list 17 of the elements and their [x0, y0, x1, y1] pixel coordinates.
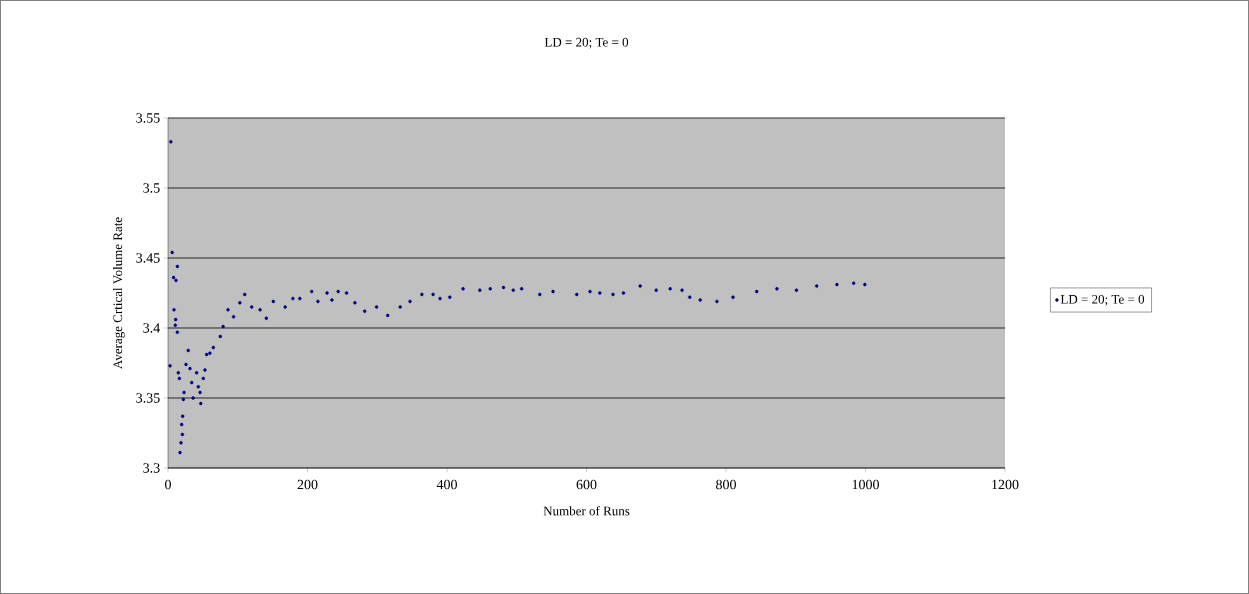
y-tick-label: 3.55 — [136, 113, 160, 123]
x-tick-label: 800 — [716, 479, 736, 490]
legend-label: LD = 20; Te = 0 — [1060, 294, 1145, 306]
y-axis-title: Average Crtical Volume Rate — [113, 217, 125, 369]
x-tick-label: 400 — [436, 479, 457, 490]
y-tick-label: 3.3 — [143, 463, 160, 473]
x-tick-label: 0 — [165, 479, 171, 490]
x-tick-label: 1200 — [992, 479, 1019, 490]
y-tick-label: 3.5 — [143, 183, 160, 193]
x-axis-title: Number of Runs — [543, 506, 630, 516]
y-tick-label: 3.4 — [143, 323, 160, 333]
x-tick-label: 1000 — [852, 479, 879, 490]
y-tick-label: 3.45 — [136, 253, 160, 263]
y-tick-label: 3.35 — [136, 393, 160, 403]
x-tick-label: 200 — [297, 479, 318, 490]
chart-title: LD = 20; Te = 0 — [544, 37, 629, 49]
x-tick-label: 600 — [576, 479, 597, 490]
